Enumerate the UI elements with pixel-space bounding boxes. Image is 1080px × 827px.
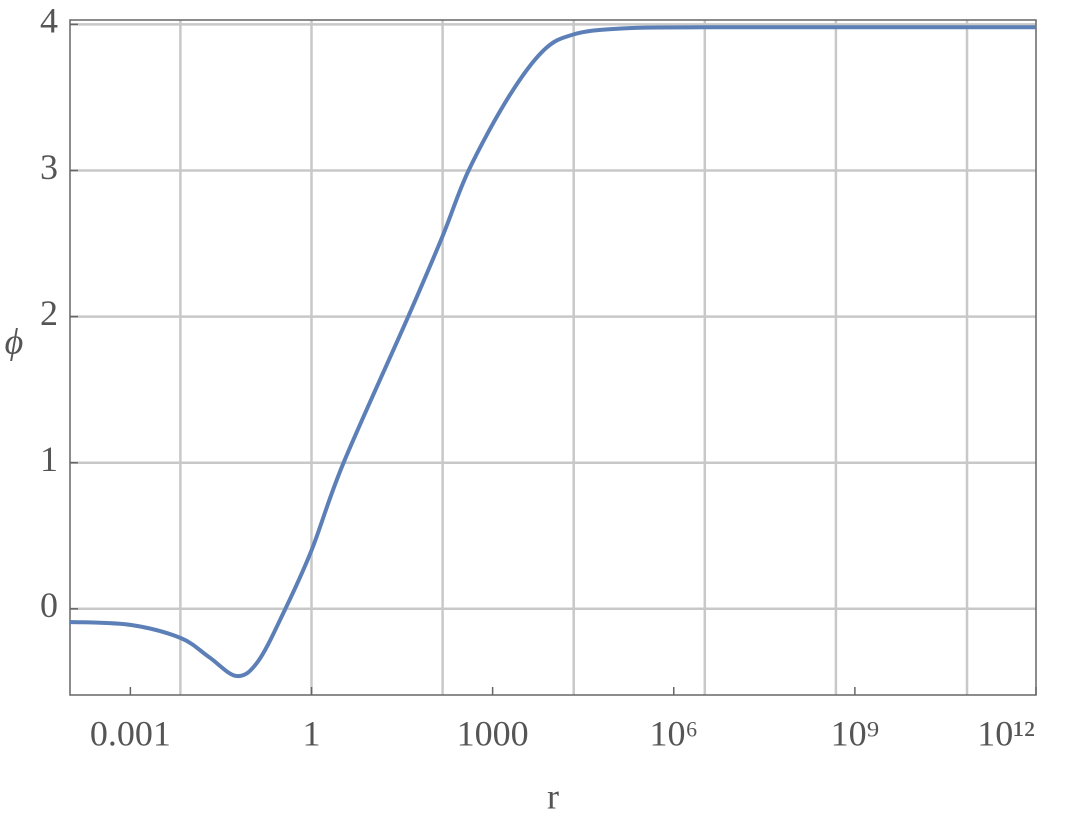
y-tick-label: 0 [40,585,58,625]
y-tick-label: 1 [40,439,58,479]
x-tick-label: 10⁹ [831,713,880,753]
x-tick-label: 0.001 [90,713,171,753]
plot-frame [69,19,1037,696]
x-tick-label: 10¹² [977,713,1035,753]
x-axis-label: r [547,776,559,816]
y-axis-label: ϕ [5,321,24,361]
y-tick-label: 3 [40,147,58,187]
x-tick-label: 1000 [457,713,529,753]
y-tick-label: 2 [40,293,58,333]
data-line [69,25,1037,679]
x-tick-label: 1 [303,713,321,753]
y-tick-label: 4 [40,1,58,41]
x-tick-label: 10⁶ [649,713,698,753]
